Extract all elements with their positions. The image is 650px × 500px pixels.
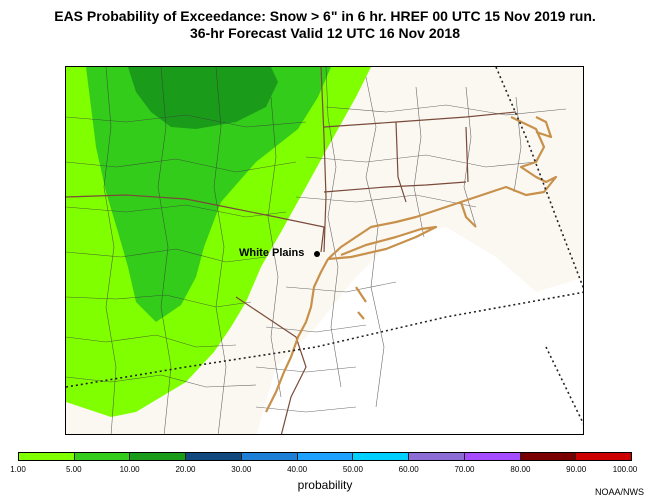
forecast-map: White Plains [65,66,584,435]
legend-swatch [353,453,410,460]
legend-tick: 10.00 [119,465,140,474]
legend-tick: 1.00 [10,465,26,474]
map-canvas [66,67,583,434]
probability-area-10to20 [128,67,278,129]
legend-tick: 70.00 [454,465,475,474]
county-lines [66,67,567,434]
legend-tick: 80.00 [510,465,531,474]
legend-swatch [409,453,465,460]
legend-swatch [74,453,131,460]
legend-tick: 90.00 [566,465,587,474]
chart-title: EAS Probability of Exceedance: Snow > 6"… [0,8,650,42]
white-plains-marker [314,251,320,257]
legend-tick: 30.00 [231,465,252,474]
legend-swatch [186,453,242,460]
probability-area-5to10 [86,67,331,322]
legend-swatch [297,453,354,460]
legend-tick: 20.00 [175,465,196,474]
legend-swatch [576,453,632,460]
legend-tick: 50.00 [342,465,363,474]
legend-swatch [19,453,75,460]
city-label: White Plains [239,247,305,259]
legend-swatch [464,453,521,460]
legend-label: probability [297,478,353,492]
probability-legend [18,452,632,461]
legend-tick: 40.00 [287,465,308,474]
credit-text: NOAA/NWS [594,487,644,497]
legend-swatch [130,453,187,460]
title-line-2: 36-hr Forecast Valid 12 UTC 16 Nov 2018 [189,25,460,41]
boundary-lines [66,67,583,425]
legend-swatch [241,453,298,460]
legend-tick: 100.00 [612,465,638,474]
state-lines [66,67,517,434]
title-line-1: EAS Probability of Exceedance: Snow > 6"… [54,8,596,24]
legend-ticks: 1.00 5.00 10.00 20.00 30.00 40.00 50.00 … [0,465,650,477]
legend-tick: 60.00 [398,465,419,474]
legend-tick: 5.00 [66,465,82,474]
coastline [265,116,558,413]
legend-swatch [520,453,577,460]
